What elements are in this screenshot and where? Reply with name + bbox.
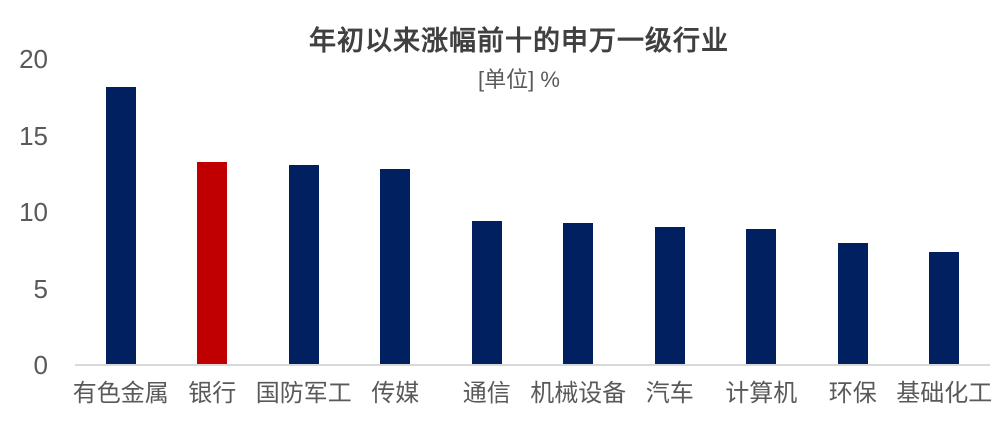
y-tick-label: 5 — [33, 273, 48, 304]
y-tick-label: 10 — [19, 197, 48, 227]
chart-subtitle: [单位] % — [478, 67, 560, 92]
chart-title: 年初以来涨幅前十的申万一级行业 — [309, 26, 729, 56]
x-axis-label: 基础化工 — [896, 381, 993, 407]
y-tick-label: 15 — [19, 120, 48, 151]
bar — [288, 164, 319, 365]
bar — [105, 86, 136, 365]
bar — [929, 251, 960, 365]
x-axis-label: 计算机 — [725, 381, 798, 407]
chart-header: 年初以来涨幅前十的申万一级行业 [单位] % — [30, 24, 1008, 94]
bar — [837, 242, 868, 365]
bar — [746, 228, 777, 365]
bar — [197, 161, 228, 365]
x-axis-label: 环保 — [828, 381, 877, 407]
x-axis-label: 机械设备 — [530, 381, 627, 407]
x-axis-label: 银行 — [188, 381, 237, 407]
x-axis-label: 汽车 — [645, 381, 694, 407]
x-axis-label: 传媒 — [371, 381, 420, 407]
y-tick-label: 0 — [33, 350, 48, 380]
bar — [563, 222, 594, 365]
x-axis-line — [75, 364, 990, 366]
bar — [654, 227, 685, 365]
x-axis-label: 有色金属 — [72, 381, 169, 407]
y-axis: 0 5 10 15 20 — [0, 0, 48, 440]
y-tick-label: 20 — [19, 44, 48, 74]
x-axis-label: 通信 — [462, 381, 511, 407]
x-axis: 有色金属 银行 国防军工 传媒 通信 机械设备 汽车 计算机 环保 基础化工 — [72, 381, 993, 413]
bar — [471, 221, 502, 365]
plot-area — [75, 59, 990, 365]
x-axis-label: 国防军工 — [255, 381, 352, 407]
bar — [380, 169, 411, 365]
